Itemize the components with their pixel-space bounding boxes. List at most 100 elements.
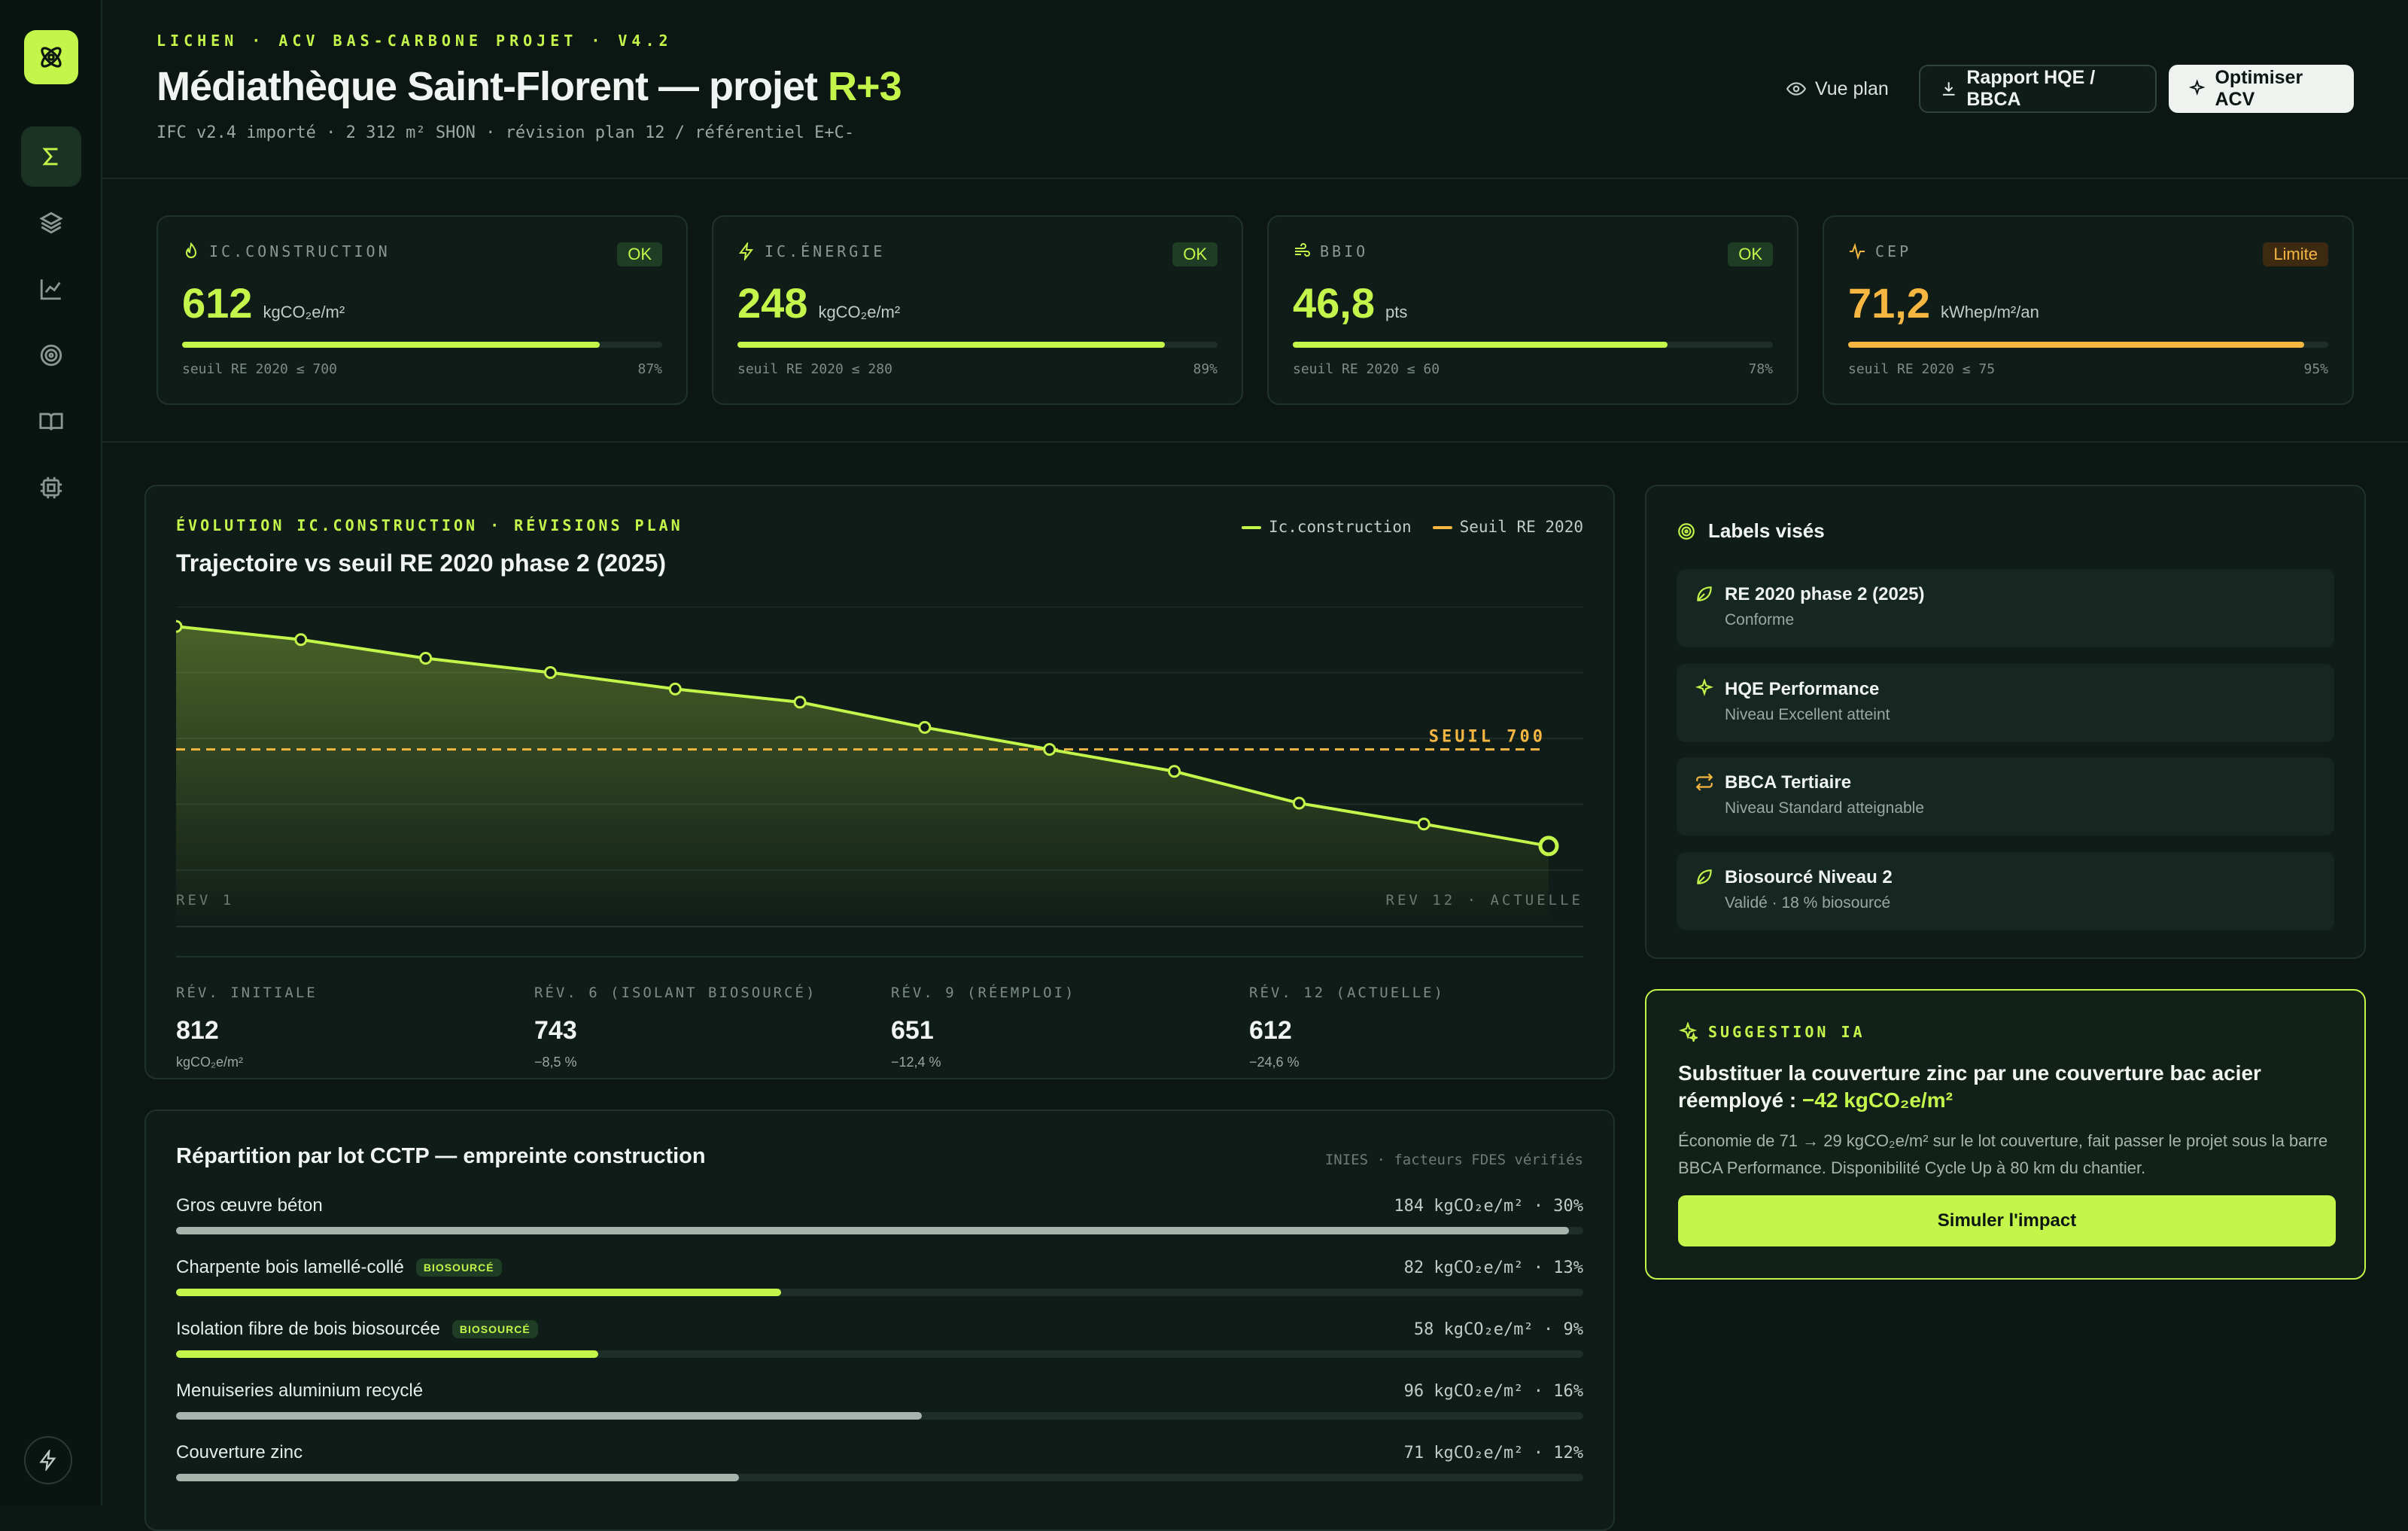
kpi-card-cep[interactable]: CEP Limite 71,2 kWhep/m²/an seuil RE 202…: [1823, 215, 2354, 405]
status-badge: OK: [617, 242, 662, 266]
leaf-icon: [1697, 869, 1712, 884]
view-plan-button[interactable]: Vue plan: [1767, 65, 1908, 113]
kpi-card-energie[interactable]: IC.ÉNERGIE OK 248 kgCO₂e/m² seuil RE 202…: [712, 215, 1243, 405]
data-point[interactable]: [918, 720, 932, 734]
sparkle-icon: [1678, 1022, 1698, 1042]
labels-title: Labels visés: [1677, 519, 1825, 543]
chart-title: Trajectoire vs seuil RE 2020 phase 2 (20…: [176, 549, 667, 577]
revision-label: RÉV. 6 (ISOLANT BIOSOURCÉ): [534, 985, 817, 1001]
lot-row[interactable]: Isolation fibre de bois biosourcée BIOSOU…: [176, 1319, 1583, 1364]
data-point[interactable]: [793, 695, 807, 709]
kpi-value: 248 kgCO₂e/m²: [737, 279, 900, 327]
kpi-threshold: seuil RE 2020 ≤ 700: [182, 361, 337, 377]
label-name: RE 2020 phase 2 (2025): [1725, 584, 1925, 604]
lot-name: Couverture zinc: [176, 1442, 303, 1463]
data-point[interactable]: [1043, 743, 1057, 756]
kpi-progress-track: [737, 342, 1218, 348]
revision-value: 612: [1249, 1016, 1292, 1045]
lots-title: Répartition par lot CCTP — empreinte con…: [176, 1144, 706, 1168]
revision-value: 651: [891, 1016, 934, 1045]
section-divider: [102, 441, 2408, 443]
data-point[interactable]: [176, 619, 183, 633]
lot-bar: [176, 1227, 1570, 1234]
labels-panel: Labels visés RE 2020 phase 2 (2025) Conf…: [1645, 485, 2366, 959]
lot-row[interactable]: Gros œuvre béton 184 kgCO₂e/m² · 30%: [176, 1195, 1583, 1240]
data-point[interactable]: [1417, 817, 1431, 831]
kpi-card-construction[interactable]: IC.CONSTRUCTION OK 612 kgCO₂e/m² seuil R…: [157, 215, 688, 405]
nav-settings[interactable]: [21, 458, 81, 518]
lot-name-text: Charpente bois lamellé-collé: [176, 1257, 404, 1277]
data-point[interactable]: [1292, 796, 1306, 810]
lot-name: Isolation fibre de bois biosourcée BIOSOU…: [176, 1319, 538, 1340]
kpi-percent: 95%: [2303, 361, 2328, 377]
optimize-button[interactable]: Optimiser ACV: [2169, 65, 2354, 113]
kpi-label-text: CEP: [1875, 242, 1912, 260]
bolt-icon: [739, 242, 753, 260]
lot-value: 184 kgCO₂e/m² · 30%: [1394, 1197, 1583, 1216]
label-card[interactable]: HQE Performance Niveau Excellent atteint: [1677, 664, 2334, 742]
kpi-threshold: seuil RE 2020 ≤ 280: [737, 361, 892, 377]
data-point[interactable]: [668, 682, 682, 695]
legend-series-label: Ic.construction: [1268, 518, 1412, 536]
label-name: Biosourcé Niveau 2: [1725, 867, 1893, 887]
project-eyebrow: LICHEN · ACV BAS-CARBONE PROJET · V4.2: [157, 32, 673, 50]
label-card[interactable]: Biosourcé Niveau 2 Validé · 18 % biosour…: [1677, 852, 2334, 930]
nav-targets[interactable]: [21, 325, 81, 385]
kpi-card-bbio[interactable]: BBIO OK 46,8 pts seuil RE 2020 ≤ 60 78%: [1267, 215, 1798, 405]
lot-track: [176, 1412, 1583, 1420]
labels-title-text: Labels visés: [1708, 519, 1825, 542]
project-subline: IFC v2.4 importé · 2 312 m² SHON · révis…: [157, 123, 855, 142]
series-area: [176, 626, 1549, 927]
label-card[interactable]: RE 2020 phase 2 (2025) Conforme: [1677, 569, 2334, 647]
kpi-value: 612 kgCO₂e/m²: [182, 279, 345, 327]
label-status: Niveau Excellent atteint: [1725, 706, 1890, 723]
kpi-value: 71,2 kWhep/m²/an: [1848, 279, 2039, 327]
kpi-label: IC.CONSTRUCTION: [182, 242, 391, 260]
nav-layers[interactable]: [21, 193, 81, 253]
sparkle-icon: [1695, 679, 1714, 696]
data-point[interactable]: [543, 666, 557, 679]
label-card[interactable]: BBCA Tertiaire Niveau Standard atteignab…: [1677, 757, 2334, 836]
sigma-icon: [42, 148, 58, 166]
kpi-label-text: BBIO: [1320, 242, 1369, 260]
x-axis-end-label: REV 12 · ACTUELLE: [1386, 892, 1583, 909]
trajectory-panel: ÉVOLUTION IC.CONSTRUCTION · RÉVISIONS PL…: [144, 485, 1615, 1079]
label-name: HQE Performance: [1725, 679, 1880, 699]
lot-bar: [176, 1289, 782, 1296]
lot-value: 96 kgCO₂e/m² · 16%: [1403, 1382, 1583, 1401]
suggestion-title-text: Substituer la couverture zinc par une co…: [1678, 1061, 2261, 1112]
nav-analytics[interactable]: [21, 259, 81, 319]
page-title-accent: R+3: [828, 64, 902, 109]
lot-name-text: Menuiseries aluminium recyclé: [176, 1380, 424, 1401]
data-point[interactable]: [294, 633, 308, 647]
app-logo[interactable]: [24, 30, 78, 84]
leaf-icon: [1697, 586, 1712, 601]
quick-action-button[interactable]: [24, 1436, 72, 1484]
lot-row[interactable]: Charpente bois lamellé-collé BIOSOURCÉ 82…: [176, 1257, 1583, 1302]
suggestion-title: Substituer la couverture zinc par une co…: [1678, 1060, 2325, 1114]
nav-summary[interactable]: [21, 126, 81, 187]
data-point[interactable]: [419, 652, 433, 665]
lot-row[interactable]: Menuiseries aluminium recyclé 96 kgCO₂e/…: [176, 1380, 1583, 1426]
download-icon: [1942, 82, 1955, 96]
suggestion-title-accent: −42 kgCO₂e/m²: [1801, 1088, 1953, 1112]
lots-panel: Répartition par lot CCTP — empreinte con…: [144, 1109, 1615, 1531]
report-button[interactable]: Rapport HQE / BBCA: [1919, 65, 2157, 113]
lots-note: INIES · facteurs FDES vérifiés: [1324, 1152, 1583, 1168]
data-point[interactable]: [1538, 836, 1559, 857]
lot-row[interactable]: Couverture zinc 71 kgCO₂e/m² · 12%: [176, 1442, 1583, 1487]
legend-series: Ic.construction: [1241, 518, 1412, 536]
biosource-badge: BIOSOURCÉ: [451, 1320, 538, 1338]
kpi-progress-track: [182, 342, 662, 348]
nav-library[interactable]: [21, 391, 81, 452]
simulate-impact-button[interactable]: Simuler l'impact: [1678, 1195, 2336, 1246]
lot-track: [176, 1350, 1583, 1358]
lot-bar: [176, 1350, 598, 1358]
lot-track: [176, 1289, 1583, 1296]
kpi-value: 46,8 pts: [1293, 279, 1407, 327]
kpi-progress-fill: [737, 342, 1165, 348]
revision-stats: RÉV. INITIALE 812 kgCO₂e/m² RÉV. 6 (ISOL…: [176, 956, 1583, 1070]
data-point[interactable]: [1168, 765, 1181, 778]
page-title: Médiathèque Saint-Florent — projet R+3: [157, 63, 902, 110]
lot-name-text: Gros œuvre béton: [176, 1195, 323, 1216]
